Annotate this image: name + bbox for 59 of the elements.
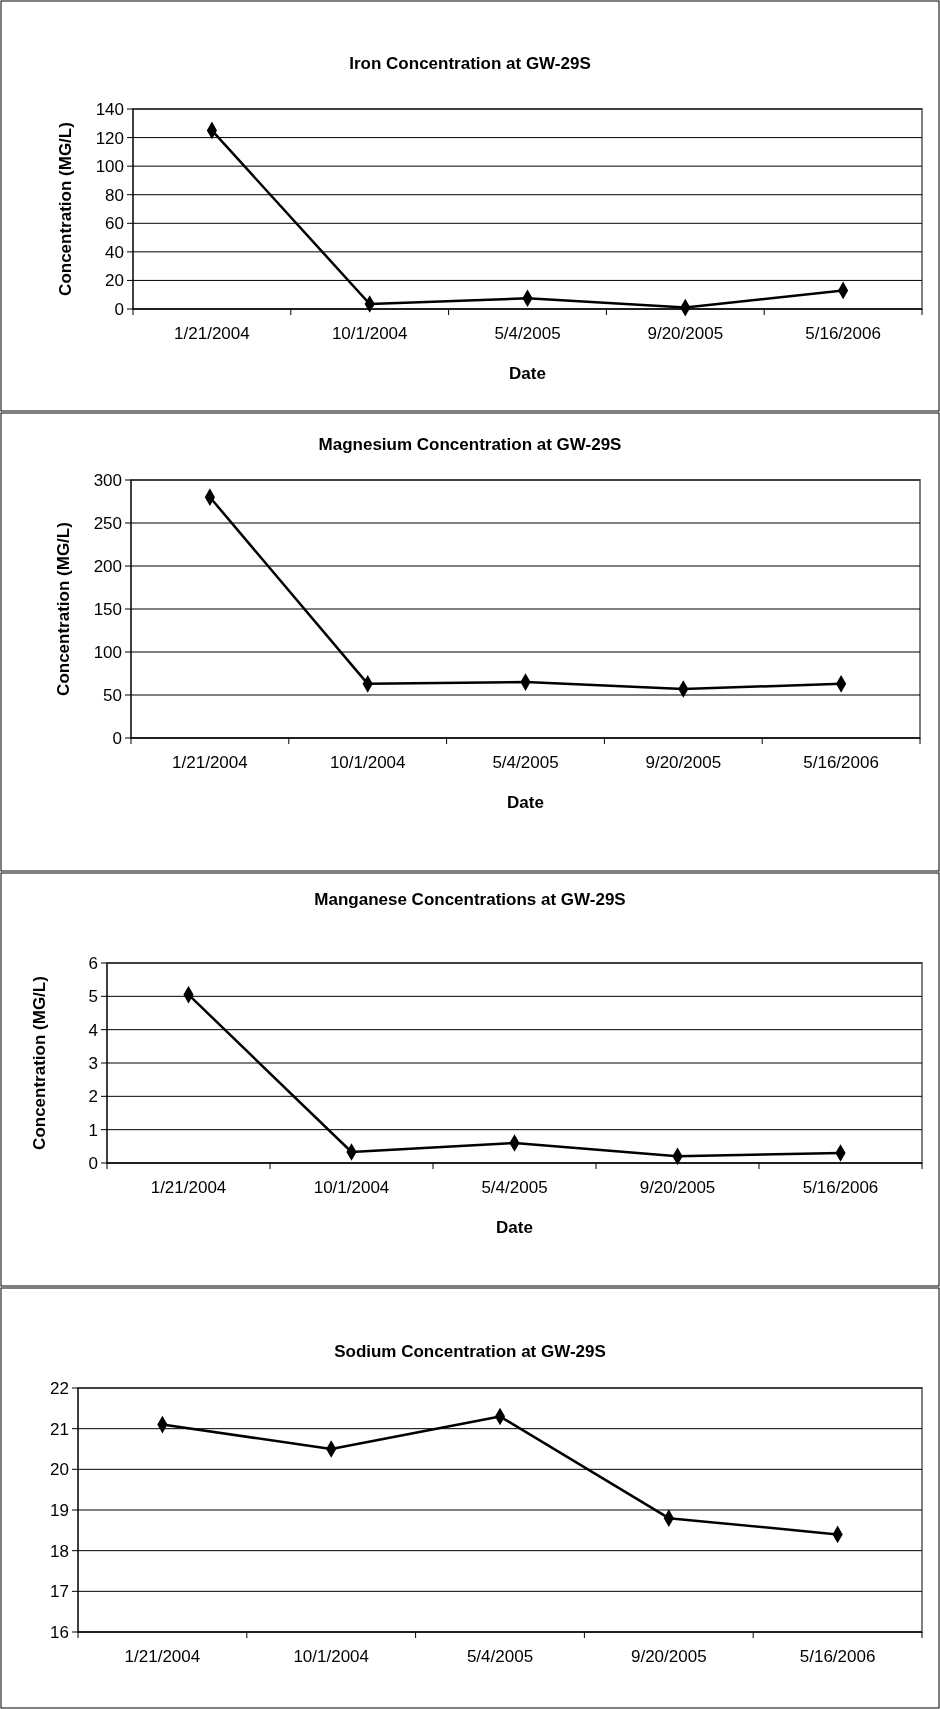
y-tick-label: 1 bbox=[88, 1120, 98, 1140]
x-axis-title: Date bbox=[496, 1218, 533, 1237]
y-tick-label: 0 bbox=[112, 728, 122, 748]
x-tick-label: 10/1/2004 bbox=[329, 753, 406, 772]
chart-title: Magnesium Concentration at GW-29S bbox=[318, 435, 622, 454]
y-tick-label: 100 bbox=[93, 642, 122, 662]
y-tick-label: 120 bbox=[95, 128, 124, 148]
x-tick-label: 1/21/2004 bbox=[124, 1647, 201, 1666]
y-tick-label: 16 bbox=[50, 1622, 69, 1642]
y-tick-label: 0 bbox=[88, 1153, 98, 1173]
y-tick-label: 60 bbox=[105, 214, 124, 234]
y-tick-label: 22 bbox=[50, 1378, 69, 1398]
x-tick-label: 5/16/2006 bbox=[803, 753, 879, 772]
x-tick-label: 1/21/2004 bbox=[172, 753, 248, 772]
x-tick-label: 5/4/2005 bbox=[494, 324, 561, 343]
x-tick-label: 9/20/2005 bbox=[630, 1647, 707, 1666]
y-tick-label: 21 bbox=[50, 1419, 69, 1439]
y-tick-label: 5 bbox=[88, 987, 98, 1007]
x-tick-label: 5/16/2006 bbox=[799, 1647, 876, 1666]
y-tick-label: 250 bbox=[93, 513, 122, 533]
y-tick-label: 2 bbox=[88, 1087, 98, 1107]
y-axis-title: Concentration (MG/L) bbox=[56, 122, 75, 296]
x-tick-label: 5/4/2005 bbox=[481, 1178, 548, 1197]
x-axis-title: Date bbox=[509, 364, 546, 383]
y-tick-label: 40 bbox=[105, 242, 124, 262]
y-tick-label: 0 bbox=[114, 299, 124, 319]
x-tick-label: 5/4/2005 bbox=[492, 753, 559, 772]
x-tick-label: 5/4/2005 bbox=[466, 1647, 534, 1666]
y-tick-label: 150 bbox=[93, 599, 122, 619]
y-tick-label: 17 bbox=[50, 1582, 69, 1602]
x-tick-label: 9/20/2005 bbox=[639, 1178, 716, 1197]
x-tick-label: 1/21/2004 bbox=[174, 324, 250, 343]
x-tick-label: 10/1/2004 bbox=[313, 1178, 390, 1197]
y-tick-label: 20 bbox=[50, 1460, 69, 1480]
x-tick-label: 9/20/2005 bbox=[645, 753, 722, 772]
y-tick-label: 19 bbox=[50, 1500, 69, 1520]
chart-title: Iron Concentration at GW-29S bbox=[349, 54, 591, 73]
y-tick-label: 6 bbox=[88, 953, 98, 973]
y-tick-label: 18 bbox=[50, 1541, 69, 1561]
y-tick-label: 80 bbox=[105, 185, 124, 205]
x-tick-label: 10/1/2004 bbox=[331, 324, 408, 343]
y-tick-label: 200 bbox=[93, 556, 122, 576]
y-axis-title: Concentration (MG/L) bbox=[54, 522, 73, 696]
chart-title: Sodium Concentration at GW-29S bbox=[334, 1342, 606, 1361]
y-axis-title: Concentration (MG/L) bbox=[30, 976, 49, 1150]
x-tick-label: 9/20/2005 bbox=[647, 324, 724, 343]
x-tick-label: 1/21/2004 bbox=[150, 1178, 227, 1197]
x-axis-title: Date bbox=[507, 793, 544, 812]
y-tick-label: 100 bbox=[95, 157, 124, 177]
y-tick-label: 3 bbox=[88, 1053, 98, 1073]
y-tick-label: 50 bbox=[103, 685, 122, 705]
y-tick-label: 4 bbox=[88, 1020, 98, 1040]
y-tick-label: 140 bbox=[95, 99, 124, 119]
y-tick-label: 20 bbox=[105, 271, 124, 291]
x-tick-label: 10/1/2004 bbox=[293, 1647, 370, 1666]
y-tick-label: 300 bbox=[93, 470, 122, 490]
chart-title: Manganese Concentrations at GW-29S bbox=[314, 890, 626, 909]
x-tick-label: 5/16/2006 bbox=[802, 1178, 879, 1197]
x-tick-label: 5/16/2006 bbox=[805, 324, 881, 343]
